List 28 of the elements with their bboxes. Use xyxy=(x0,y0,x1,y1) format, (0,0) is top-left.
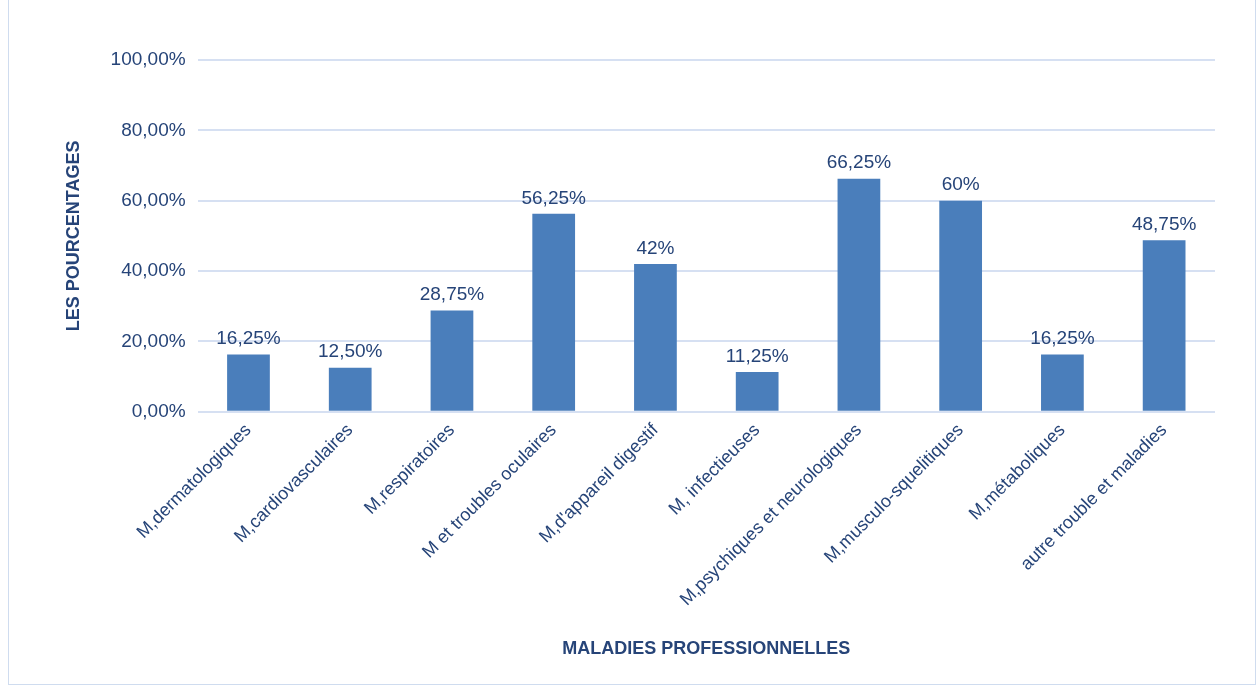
data-label: 60% xyxy=(941,173,980,195)
bar xyxy=(532,213,576,411)
x-axis-title: MALADIES PROFESSIONNELLES xyxy=(562,638,851,659)
data-label: 28,75% xyxy=(419,283,485,305)
y-tick-label: 100,00% xyxy=(110,48,186,70)
data-label: 12,50% xyxy=(317,340,383,362)
data-label: 16,25% xyxy=(1030,327,1095,349)
bar xyxy=(227,354,270,411)
bar xyxy=(328,367,372,411)
data-label: 42% xyxy=(636,236,675,258)
data-label: 48,75% xyxy=(1131,212,1197,234)
y-axis-title: LES POURCENTAGES xyxy=(62,140,83,332)
data-label: 66,25% xyxy=(826,151,892,173)
bar xyxy=(837,178,881,411)
bar xyxy=(1041,354,1084,411)
y-tick-label: 20,00% xyxy=(121,329,186,351)
y-tick-label: 60,00% xyxy=(121,188,186,210)
data-label: 16,25% xyxy=(216,327,281,349)
bar xyxy=(735,372,779,411)
y-tick-label: 40,00% xyxy=(121,259,186,281)
bar xyxy=(939,200,983,411)
bar xyxy=(634,263,677,411)
bar xyxy=(1142,240,1186,411)
data-label: 56,25% xyxy=(521,186,587,208)
y-tick-label: 0,00% xyxy=(131,399,186,421)
bar xyxy=(430,310,474,411)
data-label: 11,25% xyxy=(725,344,789,366)
y-tick-label: 80,00% xyxy=(121,118,186,140)
